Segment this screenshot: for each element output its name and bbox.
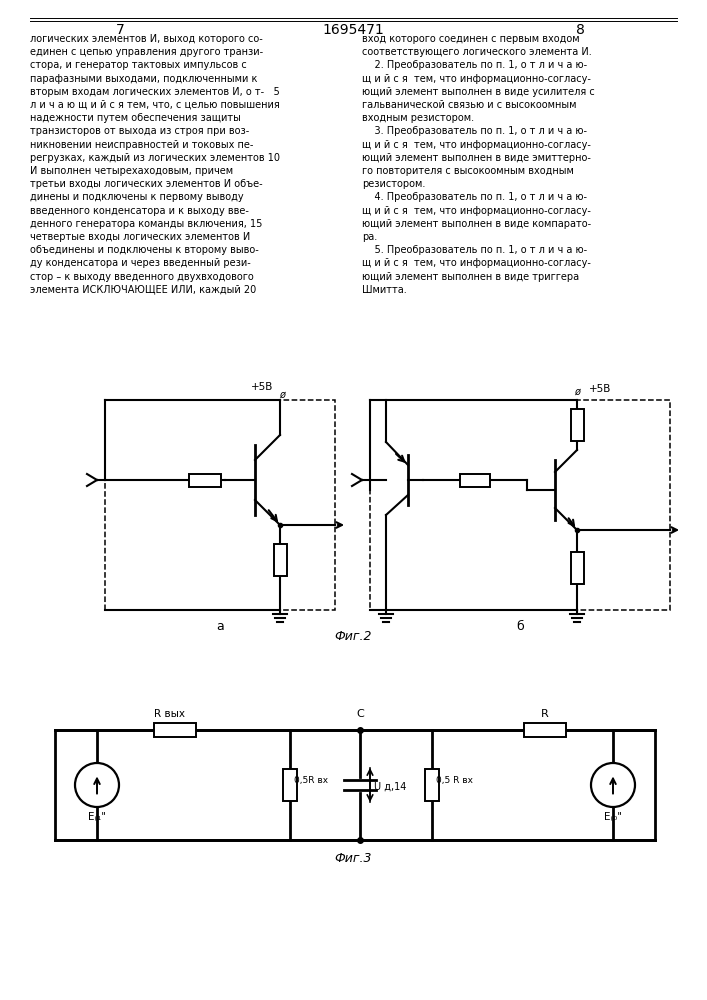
Text: 2. Преобразователь по п. 1, о т л и ч а ю-: 2. Преобразователь по п. 1, о т л и ч а … (362, 60, 587, 70)
Text: +5В: +5В (251, 382, 273, 392)
Text: единен с цепью управления другого транзи-: единен с цепью управления другого транзи… (30, 47, 263, 57)
Text: транзисторов от выхода из строя при воз-: транзисторов от выхода из строя при воз- (30, 126, 250, 136)
Text: R вых: R вых (155, 709, 185, 719)
Text: ющий элемент выполнен в виде эмиттерно-: ющий элемент выполнен в виде эмиттерно- (362, 153, 591, 163)
Text: регрузках, каждый из логических элементов 10: регрузках, каждый из логических элементо… (30, 153, 280, 163)
Text: объединены и подключены к второму выво-: объединены и подключены к второму выво- (30, 245, 259, 255)
Text: б: б (516, 620, 524, 633)
Text: +5В: +5В (589, 384, 612, 394)
Circle shape (75, 763, 119, 807)
Text: 1695471: 1695471 (322, 23, 384, 37)
Text: надежности путем обеспечения защиты: надежности путем обеспечения защиты (30, 113, 241, 123)
Text: R: R (541, 709, 549, 719)
Bar (189, 474, 221, 487)
Text: 8: 8 (575, 23, 585, 37)
Text: 5. Преобразователь по п. 1, о т л и ч а ю-: 5. Преобразователь по п. 1, о т л и ч а … (362, 245, 587, 255)
Circle shape (591, 763, 635, 807)
Bar (460, 474, 490, 487)
Bar (105, 400, 335, 610)
Text: ющий элемент выполнен в виде триггера: ющий элемент выполнен в виде триггера (362, 272, 579, 282)
Bar (274, 544, 286, 576)
Text: ющий элемент выполнен в виде усилителя с: ющий элемент выполнен в виде усилителя с (362, 87, 595, 97)
Text: Фиг.3: Фиг.3 (334, 852, 372, 865)
Text: введенного конденсатора и к выходу вве-: введенного конденсатора и к выходу вве- (30, 206, 249, 216)
Text: щ и й с я  тем, что информационно-согласу-: щ и й с я тем, что информационно-согласу… (362, 206, 591, 216)
Text: Е₍₀": Е₍₀" (604, 812, 622, 822)
Text: резистором.: резистором. (362, 179, 426, 189)
Bar (370, 400, 670, 610)
Bar (283, 769, 297, 801)
Text: 3. Преобразователь по п. 1, о т л и ч а ю-: 3. Преобразователь по п. 1, о т л и ч а … (362, 126, 587, 136)
Text: И выполнен четырехаходовым, причем: И выполнен четырехаходовым, причем (30, 166, 233, 176)
Text: стор – к выходу введенного двухвходового: стор – к выходу введенного двухвходового (30, 272, 254, 282)
Text: вход которого соединен с первым входом: вход которого соединен с первым входом (362, 34, 580, 44)
Text: ду конденсатора и через введенный рези-: ду конденсатора и через введенный рези- (30, 258, 251, 268)
Text: л и ч а ю щ и й с я тем, что, с целью повышения: л и ч а ю щ и й с я тем, что, с целью по… (30, 100, 280, 110)
Text: стора, и генератор тактовых импульсов с: стора, и генератор тактовых импульсов с (30, 60, 247, 70)
Text: логических элементов И, выход которого со-: логических элементов И, выход которого с… (30, 34, 263, 44)
Text: щ и й с я  тем, что информационно-согласу-: щ и й с я тем, что информационно-согласу… (362, 140, 591, 150)
Text: го повторителя с высокоомным входным: го повторителя с высокоомным входным (362, 166, 574, 176)
Text: ющий элемент выполнен в виде компарато-: ющий элемент выполнен в виде компарато- (362, 219, 591, 229)
Bar (524, 723, 566, 737)
Text: входным резистором.: входным резистором. (362, 113, 474, 123)
Text: а: а (216, 620, 224, 633)
Text: Е₍₁": Е₍₁" (88, 812, 106, 822)
Text: динены и подключены к первому выводу: динены и подключены к первому выводу (30, 192, 244, 202)
Bar (571, 552, 583, 584)
Text: гальванической связью и с высокоомным: гальванической связью и с высокоомным (362, 100, 576, 110)
Text: никновении неисправностей и токовых пе-: никновении неисправностей и токовых пе- (30, 140, 253, 150)
Text: 7: 7 (116, 23, 124, 37)
Text: денного генератора команды включения, 15: денного генератора команды включения, 15 (30, 219, 262, 229)
Text: ø: ø (574, 387, 580, 397)
Text: элемента ИСКЛЮЧАЮЩЕЕ ИЛИ, каждый 20: элемента ИСКЛЮЧАЮЩЕЕ ИЛИ, каждый 20 (30, 285, 256, 295)
Text: 0,5R вх: 0,5R вх (294, 776, 328, 784)
Text: щ и й с я  тем, что информационно-согласу-: щ и й с я тем, что информационно-согласу… (362, 258, 591, 268)
Text: 4. Преобразователь по п. 1, о т л и ч а ю-: 4. Преобразователь по п. 1, о т л и ч а … (362, 192, 587, 202)
Bar (425, 769, 439, 801)
Text: Фиг.2: Фиг.2 (334, 630, 372, 643)
Text: третьи входы логических элементов И объе-: третьи входы логических элементов И объе… (30, 179, 262, 189)
Bar (154, 723, 196, 737)
Bar (571, 409, 583, 441)
Text: четвертые входы логических элементов И: четвертые входы логических элементов И (30, 232, 250, 242)
Text: С: С (356, 709, 364, 719)
Text: соответствующего логического элемента И.: соответствующего логического элемента И. (362, 47, 592, 57)
Text: вторым входам логических элементов И, о т-   5: вторым входам логических элементов И, о … (30, 87, 280, 97)
Text: ø: ø (279, 390, 285, 400)
Text: ра.: ра. (362, 232, 378, 242)
Text: U д,14: U д,14 (374, 782, 407, 792)
Text: щ и й с я  тем, что информационно-согласу-: щ и й с я тем, что информационно-согласу… (362, 74, 591, 84)
Text: 0,5 R вх: 0,5 R вх (436, 776, 473, 784)
Text: парафазными выходами, подключенными к: парафазными выходами, подключенными к (30, 74, 257, 84)
Text: Шмитта.: Шмитта. (362, 285, 407, 295)
